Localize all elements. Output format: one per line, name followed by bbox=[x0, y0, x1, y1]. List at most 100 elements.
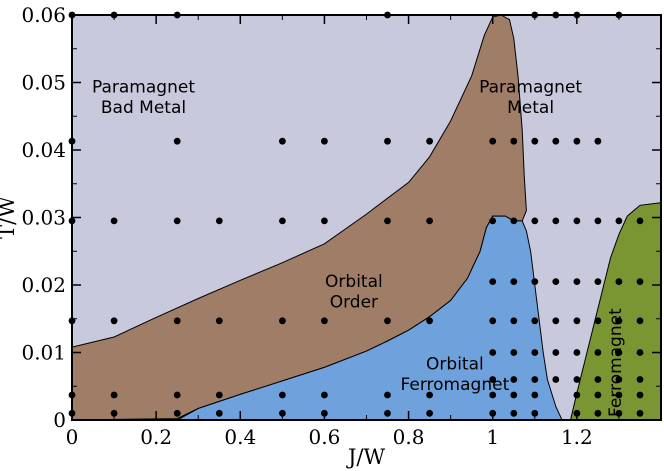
data-point bbox=[531, 391, 539, 399]
region-label-line: Order bbox=[330, 292, 378, 312]
data-point bbox=[636, 278, 644, 285]
data-point bbox=[426, 137, 433, 145]
data-point bbox=[636, 409, 644, 417]
data-point bbox=[573, 217, 581, 225]
data-point bbox=[321, 137, 328, 145]
y-tick-label: 0.05 bbox=[21, 71, 66, 95]
data-point bbox=[215, 409, 223, 417]
data-point bbox=[531, 278, 539, 285]
data-point bbox=[110, 409, 118, 417]
data-point bbox=[636, 391, 644, 399]
data-point bbox=[594, 317, 602, 325]
region-label-orbital-ferromagnet: Orbital Ferromagnet bbox=[401, 354, 510, 394]
data-point bbox=[489, 217, 497, 225]
region-label-orbital-order: Orbital Order bbox=[325, 272, 383, 312]
data-point bbox=[426, 217, 433, 225]
data-point bbox=[531, 137, 539, 145]
data-point bbox=[636, 317, 644, 325]
data-point bbox=[573, 349, 581, 356]
data-point bbox=[510, 376, 518, 383]
data-point bbox=[636, 349, 644, 356]
data-point bbox=[531, 317, 539, 325]
data-point bbox=[615, 349, 623, 356]
data-point bbox=[489, 391, 497, 399]
data-point bbox=[384, 137, 391, 145]
data-point bbox=[594, 349, 602, 356]
x-axis-label: J/W bbox=[346, 445, 385, 469]
data-point bbox=[110, 317, 118, 325]
y-tick-label: 0.01 bbox=[21, 341, 66, 365]
data-point bbox=[615, 317, 623, 325]
data-point bbox=[615, 217, 623, 225]
region-label-line: Paramagnet bbox=[92, 78, 195, 98]
data-point bbox=[489, 317, 497, 325]
data-point bbox=[110, 391, 118, 399]
data-point bbox=[173, 409, 181, 417]
y-axis-label: T/W bbox=[0, 196, 19, 239]
x-tick-label: 0.6 bbox=[309, 425, 341, 449]
data-point bbox=[573, 137, 581, 145]
region-label-paramagnet-bad-metal: Paramagnet Bad Metal bbox=[92, 78, 195, 118]
data-point bbox=[173, 391, 181, 399]
data-point bbox=[615, 391, 623, 399]
data-point bbox=[489, 349, 497, 356]
data-point bbox=[215, 391, 223, 399]
data-point bbox=[384, 217, 391, 225]
x-tick-label: 0.4 bbox=[224, 425, 256, 449]
sample-points bbox=[68, 11, 644, 417]
data-point bbox=[321, 317, 328, 325]
y-tick-label: 0 bbox=[53, 408, 66, 432]
data-point bbox=[552, 217, 560, 225]
region-label-line: Orbital bbox=[426, 354, 484, 374]
data-point bbox=[552, 376, 560, 383]
region-label-line: Metal bbox=[507, 98, 554, 118]
data-point bbox=[636, 217, 644, 225]
data-point bbox=[552, 317, 560, 325]
data-point bbox=[531, 409, 539, 417]
data-point bbox=[489, 376, 497, 383]
data-point bbox=[110, 217, 118, 225]
data-point bbox=[489, 137, 497, 145]
x-tick-label: 0 bbox=[66, 425, 79, 449]
data-point bbox=[279, 137, 286, 145]
y-tick-label: 0.06 bbox=[21, 3, 66, 27]
y-tick-label: 0.03 bbox=[21, 206, 66, 230]
x-tick-label: 0.8 bbox=[393, 425, 425, 449]
x-tick-label: 0.2 bbox=[140, 425, 172, 449]
x-tick-label: 1 bbox=[486, 425, 499, 449]
data-point bbox=[510, 409, 518, 417]
region-label-line: Paramagnet bbox=[479, 78, 582, 98]
data-point bbox=[384, 409, 391, 417]
data-point bbox=[594, 409, 602, 417]
phase-regions bbox=[71, 14, 662, 421]
data-point bbox=[552, 137, 560, 145]
data-point bbox=[510, 349, 518, 356]
data-point bbox=[615, 278, 623, 285]
region-label-line: Ferromagnet bbox=[401, 375, 510, 395]
data-point bbox=[384, 391, 391, 399]
region-label-ferromagnet: Ferromagnet bbox=[606, 308, 626, 417]
data-point bbox=[321, 217, 328, 225]
data-point bbox=[594, 376, 602, 383]
y-axis: 0 0.01 0.02 0.03 0.04 0.05 0.06 bbox=[21, 3, 661, 432]
data-point bbox=[594, 137, 602, 145]
data-point bbox=[636, 376, 644, 383]
data-point bbox=[573, 278, 581, 285]
data-point bbox=[531, 376, 539, 383]
data-point bbox=[531, 349, 539, 356]
data-point bbox=[615, 376, 623, 383]
region-label-paramagnet-metal: Paramagnet Metal bbox=[479, 78, 582, 118]
data-point bbox=[531, 217, 539, 225]
data-point bbox=[489, 278, 497, 285]
x-axis: 0 0.2 0.4 0.6 0.8 1 1.2 bbox=[66, 15, 620, 449]
data-point bbox=[279, 217, 286, 225]
data-point bbox=[279, 409, 286, 417]
data-point bbox=[173, 217, 181, 225]
data-point bbox=[510, 137, 518, 145]
data-point bbox=[215, 217, 223, 225]
data-point bbox=[510, 391, 518, 399]
data-point bbox=[426, 391, 433, 399]
